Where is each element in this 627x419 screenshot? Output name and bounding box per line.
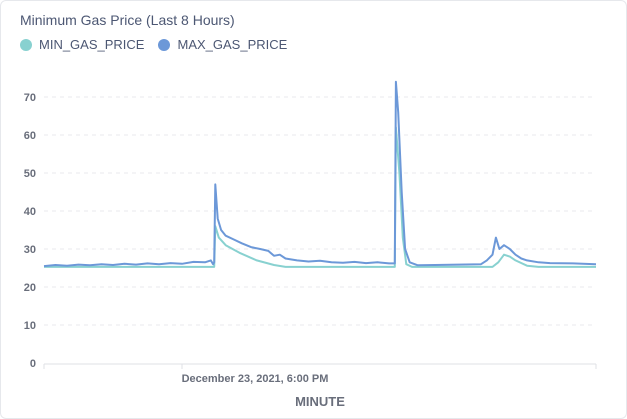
series-line-max-gas-price[interactable] (43, 80, 597, 268)
legend-dot-max (158, 38, 171, 51)
y-tick-label: 60 (24, 130, 36, 142)
y-tick-label: 70 (24, 92, 36, 104)
grid-lines (44, 96, 596, 326)
y-tick-label: 50 (24, 168, 36, 180)
chart-legend: MIN_GAS_PRICE MAX_GAS_PRICE (20, 37, 301, 52)
legend-item-max[interactable]: MAX_GAS_PRICE (158, 37, 287, 52)
x-tick-label: December 23, 2021, 6:00 PM (182, 373, 329, 385)
x-axis-ticks (43, 364, 597, 369)
y-tick-label: 30 (24, 244, 36, 256)
legend-label-min: MIN_GAS_PRICE (39, 37, 145, 52)
chart-title: Minimum Gas Price (Last 8 Hours) (20, 12, 235, 28)
y-tick-label: 40 (24, 206, 36, 218)
legend-item-min[interactable]: MIN_GAS_PRICE (20, 37, 144, 52)
y-axis-ticks: 0 10 20 30 40 50 60 70 (24, 92, 36, 370)
legend-dot-min (20, 38, 32, 51)
y-tick-label: 0 (30, 358, 36, 370)
x-axis-label: MINUTE (295, 394, 345, 409)
y-tick-label: 10 (24, 320, 36, 332)
legend-label-max: MAX_GAS_PRICE (177, 37, 288, 52)
series-line-min-gas-price[interactable] (44, 126, 596, 268)
y-tick-label: 20 (24, 282, 36, 294)
series-lines (43, 80, 597, 268)
